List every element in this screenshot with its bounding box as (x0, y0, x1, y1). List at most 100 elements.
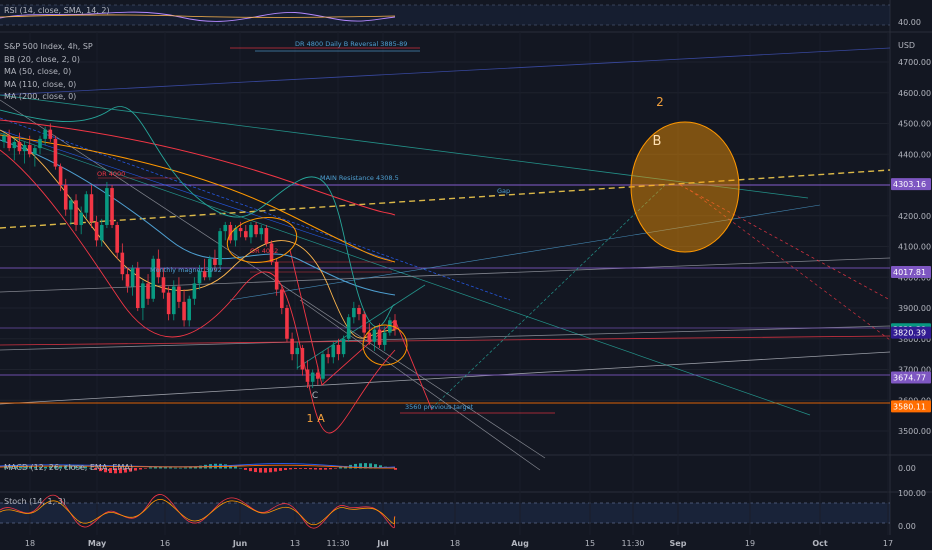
macd-histogram-bar (129, 468, 132, 472)
macd-histogram-bar (194, 466, 197, 469)
trendline-8 (0, 351, 891, 405)
macd-histogram-bar (189, 467, 192, 469)
time-tick-label: 11:30 (621, 539, 644, 548)
price-tick-label: 3700.00 (898, 366, 931, 375)
price-badge (891, 400, 931, 413)
macd-histogram-bar (394, 468, 397, 470)
trendline-3 (0, 99, 546, 459)
candle-body (182, 301, 186, 321)
candle-body (161, 277, 166, 293)
candle-body (259, 228, 264, 235)
price-tick-label: 3800.00 (898, 335, 931, 344)
macd-histogram-bar (14, 465, 17, 469)
candle-body (146, 283, 150, 299)
trendline-21 (299, 299, 541, 471)
macd-histogram-bar (164, 467, 167, 469)
trendline-6 (0, 325, 891, 351)
wave-label-2: 2 (656, 95, 664, 109)
candle-body (393, 320, 397, 330)
macd-histogram-bar (29, 466, 32, 469)
macd-histogram-bar (294, 468, 297, 469)
time-tick-label: 18 (25, 539, 35, 548)
annotation-1: Gap (497, 187, 510, 195)
candle-body (177, 286, 181, 302)
candle-body (244, 231, 248, 238)
time-tick-label: Jul (376, 539, 389, 548)
wave-label-C: C (312, 391, 318, 401)
candle-body (110, 188, 114, 225)
top-ellipse (226, 216, 298, 264)
candle-body (99, 224, 104, 241)
macd-histogram-bar (19, 465, 22, 469)
macd-histogram-bar (99, 468, 102, 472)
macd-histogram-bar (84, 466, 87, 469)
rsi-label: RSI (14, close, SMA, 14, 2) (4, 6, 110, 15)
legend-ma50: MA (50, close, 0) (4, 67, 72, 76)
time-tick-label: Sep (670, 539, 687, 548)
price-badge-label: 3674.77 (893, 373, 926, 382)
candle-body (295, 347, 300, 355)
candle-body (357, 308, 361, 315)
candle-body (171, 286, 176, 315)
time-tick-label: 13 (290, 539, 300, 548)
trendline-15 (0, 129, 391, 261)
time-tick-label: 19 (745, 539, 755, 548)
macd-signal-line (0, 464, 396, 469)
time-tick-label: 15 (585, 539, 595, 548)
time-tick-label: 11:30 (326, 539, 349, 548)
macd-histogram-bar (154, 467, 157, 469)
price-tick-label: 4400.00 (898, 150, 931, 159)
candle-body (207, 258, 212, 278)
price-tick-label: 3900.00 (898, 304, 931, 313)
macd-histogram-bar (134, 468, 137, 471)
candle-body (264, 228, 269, 244)
macd-histogram-bar (309, 468, 312, 470)
price-badge-label: 3580.11 (893, 402, 926, 411)
macd-histogram-bar (169, 467, 172, 469)
stoch-d-line (0, 498, 396, 526)
macd-histogram-bar (314, 468, 317, 470)
annotation-5: DR 4800 Daily B Reversal 3885-89 (295, 40, 407, 48)
macd-histogram-bar (114, 468, 117, 474)
candle-body (105, 188, 109, 225)
candle-body (156, 258, 161, 278)
current-ellipse (362, 324, 408, 366)
stoch-label: Stoch (14, 1, 3) (4, 497, 66, 506)
rsi-band (0, 5, 890, 25)
candle-body (321, 354, 325, 379)
candle-body (331, 344, 336, 358)
macd-histogram-bar (59, 465, 62, 469)
macd-histogram-bar (269, 468, 272, 473)
candle-body (362, 314, 366, 333)
macd-histogram-bar (264, 468, 267, 473)
macd-histogram-bar (334, 468, 337, 469)
macd-histogram-bar (44, 466, 47, 469)
macd-histogram-bar (364, 463, 367, 469)
candle-body (228, 224, 233, 241)
trendline-7 (0, 335, 891, 346)
macd-histogram-bar (229, 465, 232, 469)
macd-histogram-bar (254, 468, 257, 473)
candle-body (63, 185, 68, 210)
candle-body (377, 329, 382, 345)
candle-body (12, 141, 17, 149)
candle-body (336, 344, 341, 355)
macd-histogram-bar (174, 467, 177, 469)
candle-body (274, 261, 279, 290)
price-badge (891, 371, 931, 384)
candle-body (115, 224, 119, 253)
rsi-tick-label: 40.00 (898, 18, 921, 27)
candle-body (372, 329, 377, 342)
candle-body (280, 289, 284, 308)
macd-histogram-bar (94, 468, 97, 470)
candle-body (300, 347, 305, 370)
candle-body (213, 258, 217, 265)
macd-histogram-bar (279, 468, 282, 471)
time-tick-label: Jun (232, 539, 248, 548)
candle-body (130, 268, 135, 287)
macd-histogram-bar (69, 464, 72, 469)
candle-body (352, 308, 356, 318)
macd-histogram-bar (149, 467, 152, 469)
candle-body (89, 194, 94, 222)
